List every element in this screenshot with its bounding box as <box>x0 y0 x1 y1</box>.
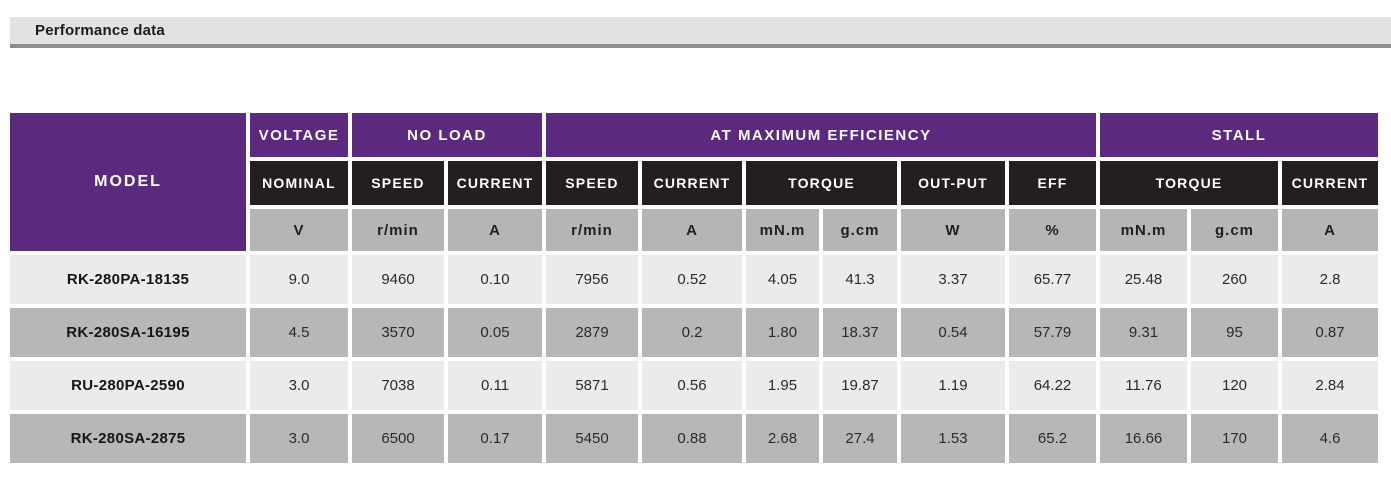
data-cell: 4.05 <box>746 255 819 304</box>
data-cell: 4.5 <box>250 308 348 357</box>
model-cell: RU-280PA-2590 <box>10 361 246 410</box>
subheader-output: OUT-PUT <box>901 161 1005 205</box>
subheader-noload-current: CURRENT <box>448 161 542 205</box>
performance-table-container: MODEL VOLTAGE NO LOAD AT MAXIMUM EFFICIE… <box>6 109 1382 467</box>
data-cell: 3.0 <box>250 414 348 463</box>
data-cell: 0.56 <box>642 361 742 410</box>
section-header-bar: Performance data <box>10 17 1391 48</box>
data-cell: 41.3 <box>823 255 897 304</box>
subheader-stall-torque: TORQUE <box>1100 161 1278 205</box>
data-cell: 1.53 <box>901 414 1005 463</box>
subheader-maxeff-current: CURRENT <box>642 161 742 205</box>
header-at-maximum-efficiency: AT MAXIMUM EFFICIENCY <box>546 113 1096 157</box>
data-cell: 3570 <box>352 308 444 357</box>
subheader-nominal: NOMINAL <box>250 161 348 205</box>
data-cell: 0.88 <box>642 414 742 463</box>
unit-cell: g.cm <box>823 209 897 251</box>
data-cell: 2879 <box>546 308 638 357</box>
table-row: RK-280SA-2875 3.0 6500 0.17 5450 0.88 2.… <box>10 414 1378 463</box>
unit-cell: V <box>250 209 348 251</box>
model-cell: RK-280PA-18135 <box>10 255 246 304</box>
table-row: RK-280PA-18135 9.0 9460 0.10 7956 0.52 4… <box>10 255 1378 304</box>
data-cell: 64.22 <box>1009 361 1096 410</box>
header-model: MODEL <box>10 113 246 251</box>
data-cell: 7038 <box>352 361 444 410</box>
header-voltage: VOLTAGE <box>250 113 348 157</box>
data-cell: 1.19 <box>901 361 1005 410</box>
table-row: RK-280SA-16195 4.5 3570 0.05 2879 0.2 1.… <box>10 308 1378 357</box>
data-cell: 0.11 <box>448 361 542 410</box>
table-row: RU-280PA-2590 3.0 7038 0.11 5871 0.56 1.… <box>10 361 1378 410</box>
data-cell: 3.37 <box>901 255 1005 304</box>
data-cell: 9460 <box>352 255 444 304</box>
data-cell: 2.84 <box>1282 361 1378 410</box>
data-cell: 1.80 <box>746 308 819 357</box>
data-cell: 1.95 <box>746 361 819 410</box>
data-cell: 0.10 <box>448 255 542 304</box>
subheader-maxeff-speed: SPEED <box>546 161 638 205</box>
data-cell: 170 <box>1191 414 1278 463</box>
data-cell: 6500 <box>352 414 444 463</box>
data-cell: 260 <box>1191 255 1278 304</box>
data-cell: 0.52 <box>642 255 742 304</box>
sub-header-row: NOMINAL SPEED CURRENT SPEED CURRENT TORQ… <box>10 161 1378 205</box>
data-cell: 57.79 <box>1009 308 1096 357</box>
data-cell: 25.48 <box>1100 255 1187 304</box>
data-cell: 4.6 <box>1282 414 1378 463</box>
unit-cell: % <box>1009 209 1096 251</box>
unit-cell: mN.m <box>1100 209 1187 251</box>
model-cell: RK-280SA-16195 <box>10 308 246 357</box>
model-cell: RK-280SA-2875 <box>10 414 246 463</box>
subheader-stall-current: CURRENT <box>1282 161 1378 205</box>
data-cell: 0.54 <box>901 308 1005 357</box>
data-cell: 65.77 <box>1009 255 1096 304</box>
data-cell: 0.87 <box>1282 308 1378 357</box>
subheader-maxeff-torque: TORQUE <box>746 161 897 205</box>
unit-cell: r/min <box>352 209 444 251</box>
data-cell: 9.31 <box>1100 308 1187 357</box>
data-cell: 19.87 <box>823 361 897 410</box>
data-cell: 2.68 <box>746 414 819 463</box>
unit-cell: W <box>901 209 1005 251</box>
data-cell: 0.17 <box>448 414 542 463</box>
data-cell: 5450 <box>546 414 638 463</box>
data-cell: 120 <box>1191 361 1278 410</box>
unit-cell: g.cm <box>1191 209 1278 251</box>
data-cell: 95 <box>1191 308 1278 357</box>
performance-table: MODEL VOLTAGE NO LOAD AT MAXIMUM EFFICIE… <box>6 109 1382 467</box>
unit-cell: A <box>1282 209 1378 251</box>
units-row: V r/min A r/min A mN.m g.cm W % mN.m g.c… <box>10 209 1378 251</box>
section-title: Performance data <box>35 22 165 39</box>
data-cell: 0.2 <box>642 308 742 357</box>
unit-cell: A <box>642 209 742 251</box>
data-cell: 9.0 <box>250 255 348 304</box>
data-cell: 11.76 <box>1100 361 1187 410</box>
data-cell: 16.66 <box>1100 414 1187 463</box>
data-cell: 7956 <box>546 255 638 304</box>
unit-cell: A <box>448 209 542 251</box>
header-stall: STALL <box>1100 113 1378 157</box>
data-cell: 5871 <box>546 361 638 410</box>
unit-cell: mN.m <box>746 209 819 251</box>
data-cell: 0.05 <box>448 308 542 357</box>
subheader-noload-speed: SPEED <box>352 161 444 205</box>
group-header-row: MODEL VOLTAGE NO LOAD AT MAXIMUM EFFICIE… <box>10 113 1378 251</box>
unit-cell: r/min <box>546 209 638 251</box>
data-cell: 18.37 <box>823 308 897 357</box>
data-cell: 27.4 <box>823 414 897 463</box>
data-cell: 65.2 <box>1009 414 1096 463</box>
data-cell: 3.0 <box>250 361 348 410</box>
header-no-load: NO LOAD <box>352 113 542 157</box>
subheader-eff: EFF <box>1009 161 1096 205</box>
data-cell: 2.8 <box>1282 255 1378 304</box>
